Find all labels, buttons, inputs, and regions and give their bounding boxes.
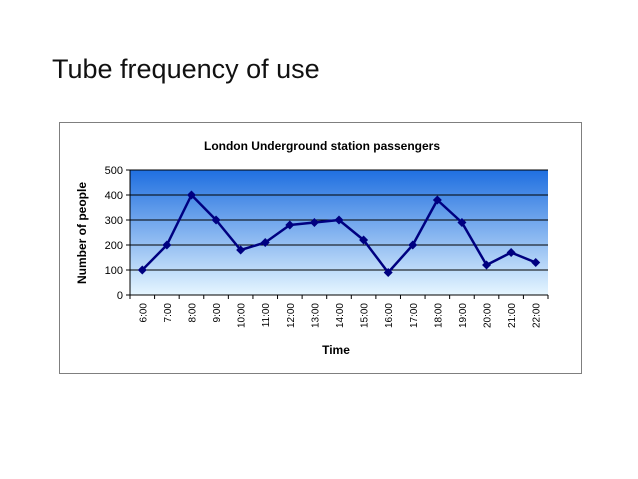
y-tick-label: 400	[105, 190, 123, 202]
data-point	[260, 238, 270, 247]
x-axis-label: Time	[322, 343, 350, 357]
data-point	[186, 190, 196, 200]
x-tick-label: 16:00	[384, 303, 395, 328]
x-tick-label: 6:00	[138, 303, 149, 323]
x-tick-label: 10:00	[237, 303, 248, 328]
data-point	[162, 240, 172, 250]
y-tick-label: 300	[105, 215, 123, 227]
x-tick-label: 17:00	[409, 303, 420, 328]
data-point	[482, 260, 492, 270]
data-point	[457, 218, 467, 227]
line-chart: London Underground station passengers Nu…	[75, 139, 549, 357]
chart-title: London Underground station passengers	[204, 139, 440, 153]
x-tick-label: 7:00	[163, 303, 174, 323]
x-tick-label: 13:00	[310, 303, 321, 328]
x-tick-label: 12:00	[286, 303, 297, 328]
x-tick-label: 14:00	[335, 303, 346, 328]
y-tick-label: 500	[105, 165, 123, 177]
data-point	[531, 258, 541, 267]
data-point	[285, 220, 295, 230]
data-point	[309, 218, 319, 227]
y-tick-label: 0	[117, 290, 123, 302]
x-tick-label: 11:00	[261, 303, 272, 328]
x-tick-label: 18:00	[433, 303, 444, 328]
data-point	[236, 245, 246, 255]
data-point	[432, 195, 442, 205]
x-tick-label: 19:00	[458, 303, 469, 328]
x-tick-label: 21:00	[507, 303, 518, 328]
data-point	[383, 268, 393, 277]
data-point	[359, 235, 369, 245]
data-point	[137, 265, 147, 275]
x-tick-label: 9:00	[212, 303, 223, 323]
data-point	[408, 240, 418, 250]
x-tick-label: 22:00	[532, 303, 543, 328]
y-axis-label: Number of people	[75, 182, 89, 284]
chart-frame: London Underground station passengers Nu…	[59, 122, 582, 374]
y-tick-label: 200	[105, 240, 123, 252]
x-tick-label: 15:00	[360, 303, 371, 328]
data-point	[506, 248, 516, 257]
data-point	[334, 215, 344, 225]
y-tick-label: 100	[105, 265, 123, 277]
x-tick-label: 20:00	[483, 303, 494, 328]
plot-area	[130, 170, 548, 295]
x-tick-label: 8:00	[187, 303, 198, 323]
slide-title: Tube frequency of use	[52, 54, 320, 84]
data-point	[211, 215, 221, 225]
